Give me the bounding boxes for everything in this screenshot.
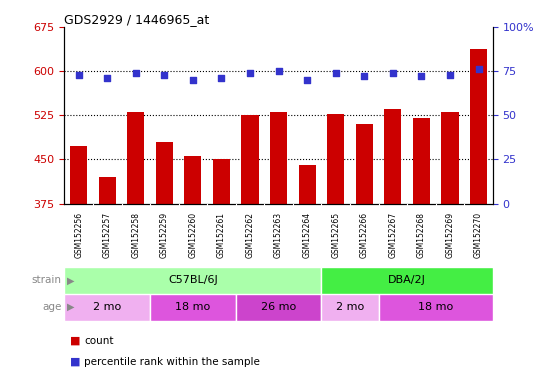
Bar	[327, 114, 344, 384]
Text: 18 mo: 18 mo	[418, 302, 453, 312]
Text: percentile rank within the sample: percentile rank within the sample	[84, 357, 260, 367]
Text: GSM152259: GSM152259	[160, 212, 169, 258]
Bar	[470, 49, 487, 384]
Text: GSM152260: GSM152260	[188, 212, 198, 258]
Text: GSM152270: GSM152270	[474, 212, 483, 258]
Point	[74, 71, 83, 78]
Bar	[184, 156, 202, 384]
Bar	[321, 267, 493, 294]
Bar	[321, 294, 379, 321]
Text: ▶: ▶	[67, 302, 74, 312]
Text: GSM152263: GSM152263	[274, 212, 283, 258]
Bar	[384, 109, 402, 384]
Bar	[99, 177, 116, 384]
Point	[245, 70, 254, 76]
Text: GSM152267: GSM152267	[388, 212, 398, 258]
Bar	[241, 114, 259, 384]
Text: GSM152264: GSM152264	[302, 212, 312, 258]
Bar	[298, 165, 316, 384]
Point	[103, 75, 112, 81]
Point	[417, 73, 426, 79]
Bar	[127, 112, 144, 384]
Point	[446, 71, 455, 78]
Bar	[236, 294, 321, 321]
Point	[188, 77, 198, 83]
Point	[160, 71, 169, 78]
Text: 2 mo: 2 mo	[336, 302, 364, 312]
Point	[302, 77, 311, 83]
Bar	[213, 159, 230, 384]
Text: ▶: ▶	[67, 275, 74, 285]
Point	[388, 70, 397, 76]
Text: 2 mo: 2 mo	[93, 302, 122, 312]
Bar	[413, 118, 430, 384]
Text: C57BL/6J: C57BL/6J	[168, 275, 218, 285]
Point	[474, 66, 483, 72]
Point	[217, 75, 226, 81]
Text: GSM152262: GSM152262	[245, 212, 255, 258]
Bar	[64, 267, 321, 294]
Text: GSM152269: GSM152269	[445, 212, 455, 258]
Text: ■: ■	[70, 336, 81, 346]
Text: count: count	[84, 336, 114, 346]
Point	[274, 68, 283, 74]
Text: age: age	[42, 302, 62, 312]
Text: GSM152268: GSM152268	[417, 212, 426, 258]
Text: DBA/2J: DBA/2J	[388, 275, 426, 285]
Text: strain: strain	[31, 275, 62, 285]
Bar	[156, 142, 173, 384]
Text: GSM152266: GSM152266	[360, 212, 369, 258]
Point	[360, 73, 368, 79]
Text: GDS2929 / 1446965_at: GDS2929 / 1446965_at	[64, 13, 209, 26]
Bar	[441, 112, 459, 384]
Text: 18 mo: 18 mo	[175, 302, 211, 312]
Text: GSM152261: GSM152261	[217, 212, 226, 258]
Text: GSM152258: GSM152258	[131, 212, 141, 258]
Point	[131, 70, 140, 76]
Text: GSM152256: GSM152256	[74, 212, 83, 258]
Point	[331, 70, 340, 76]
Text: 26 mo: 26 mo	[261, 302, 296, 312]
Text: ■: ■	[70, 357, 81, 367]
Text: GSM152257: GSM152257	[102, 212, 112, 258]
Bar	[356, 124, 373, 384]
Bar	[270, 112, 287, 384]
Bar	[64, 294, 150, 321]
Bar	[70, 146, 87, 384]
Text: GSM152265: GSM152265	[331, 212, 340, 258]
Bar	[150, 294, 236, 321]
Bar	[379, 294, 493, 321]
